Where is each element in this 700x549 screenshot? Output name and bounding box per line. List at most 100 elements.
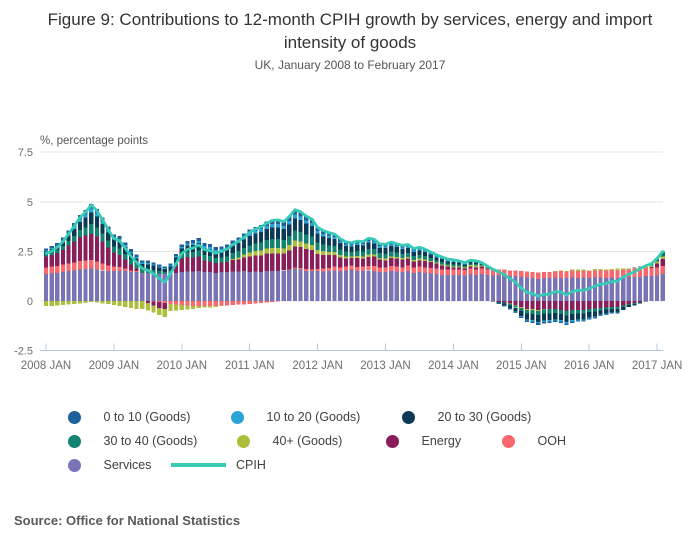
- bar-segment: [513, 311, 518, 313]
- legend-item-30-to-40-goods[interactable]: 30 to 40 (Goods): [67, 430, 197, 452]
- bar-segment: [292, 218, 298, 231]
- bar-segment: [219, 262, 224, 273]
- bar-segment: [423, 252, 428, 257]
- bar-segment: [592, 308, 597, 312]
- bar-segment: [196, 305, 201, 308]
- bar-segment: [411, 256, 416, 261]
- bar-segment: [434, 257, 439, 261]
- bar-segment: [355, 266, 360, 271]
- bar-segment: [462, 275, 467, 301]
- bar-segment: [338, 241, 343, 244]
- bar-segment: [77, 237, 83, 261]
- x-tick-label: 2016 JAN: [564, 360, 615, 372]
- bar-segment: [468, 268, 473, 275]
- bar-segment: [145, 302, 150, 311]
- bar-segment: [287, 221, 292, 225]
- x-tick-label: 2017 JAN: [632, 360, 683, 372]
- bar-segment: [660, 256, 665, 259]
- bar-segment: [632, 302, 637, 304]
- bar-segment: [264, 270, 269, 301]
- legend-item-20-to-30-goods[interactable]: 20 to 30 (Goods): [401, 406, 531, 428]
- bar-segment: [162, 308, 167, 317]
- bar-segment: [445, 260, 450, 262]
- bar-segment: [185, 241, 190, 244]
- bar-segment: [366, 256, 371, 266]
- bar-segment: [321, 268, 326, 272]
- bar-segment: [626, 304, 631, 307]
- legend-item-cpih[interactable]: CPIH: [171, 454, 266, 476]
- bar-segment: [434, 274, 439, 301]
- bar-segment: [43, 256, 49, 268]
- bar-segment: [394, 271, 399, 301]
- bar-segment: [55, 243, 60, 246]
- bar-segment: [247, 256, 252, 273]
- bar-segment: [162, 266, 167, 268]
- bar-segment: [230, 301, 235, 305]
- bar-segment: [309, 269, 315, 272]
- y-tick-label: 0: [27, 296, 33, 308]
- bar-segment: [428, 254, 433, 259]
- bar-segment: [530, 278, 535, 301]
- y-tick-label: 7.5: [18, 147, 33, 159]
- bar-segment: [655, 260, 660, 262]
- bar-segment: [264, 229, 269, 241]
- bar-segment: [423, 267, 428, 273]
- bar-segment: [575, 313, 580, 320]
- bar-segment: [66, 301, 71, 305]
- bar-segment: [321, 230, 326, 234]
- bar-segment: [162, 268, 167, 272]
- bar-segment: [298, 269, 303, 301]
- x-tick-label: 2012 JAN: [292, 360, 343, 372]
- bar-segment: [219, 272, 224, 301]
- bar-segment: [128, 301, 133, 308]
- bar-segment: [575, 301, 580, 310]
- bar-segment: [638, 301, 643, 303]
- bar-segment: [394, 256, 399, 259]
- bar-segment: [128, 272, 133, 301]
- x-tick-label: 2015 JAN: [496, 360, 547, 372]
- legend-item-ooh[interactable]: OOH: [501, 430, 566, 452]
- bar-segment: [587, 308, 592, 312]
- legend-item-0-to-10-goods[interactable]: 0 to 10 (Goods): [67, 406, 190, 428]
- bar-segment: [191, 242, 196, 245]
- bar-segment: [417, 250, 422, 255]
- bar-segment: [60, 249, 66, 265]
- bar-segment: [558, 271, 564, 279]
- bar-segment: [507, 276, 513, 301]
- bar-segment: [196, 301, 201, 306]
- bar-segment: [513, 301, 518, 305]
- bar-segment: [253, 271, 258, 301]
- bar-segment: [236, 243, 241, 252]
- bar-segment: [66, 245, 71, 264]
- legend-dot: [67, 410, 81, 424]
- legend-item-energy[interactable]: Energy: [385, 430, 461, 452]
- bar-segment: [89, 301, 94, 302]
- bar-segment: [270, 238, 275, 248]
- bar-segment: [270, 301, 275, 302]
- bar-segment: [287, 216, 292, 222]
- bar-segment: [445, 269, 450, 276]
- bar-segment: [309, 223, 315, 227]
- bar-segment: [292, 214, 298, 219]
- bar-segment: [553, 277, 558, 301]
- legend-item-10-to-20-goods[interactable]: 10 to 20 (Goods): [230, 406, 360, 428]
- bar-segment: [383, 258, 388, 261]
- bar-segment: [202, 301, 207, 306]
- bar-segment: [100, 233, 105, 242]
- bar-segment: [338, 254, 343, 258]
- bar-segment: [60, 264, 66, 273]
- bar-segment: [157, 301, 162, 302]
- bar-segment: [439, 269, 445, 275]
- bar-segment: [621, 269, 626, 278]
- bar-segment: [151, 301, 156, 306]
- legend-item-services[interactable]: Services: [67, 454, 151, 476]
- bar-segment: [236, 237, 241, 241]
- bar-segment: [332, 266, 337, 271]
- bar-segment: [326, 254, 332, 268]
- bar-segment: [304, 249, 309, 269]
- bar-segment: [564, 322, 569, 324]
- bar-segment: [360, 245, 365, 252]
- bar-segment: [553, 319, 558, 321]
- legend-item-40-goods[interactable]: 40+ (Goods): [236, 430, 342, 452]
- bar-segment: [615, 270, 620, 279]
